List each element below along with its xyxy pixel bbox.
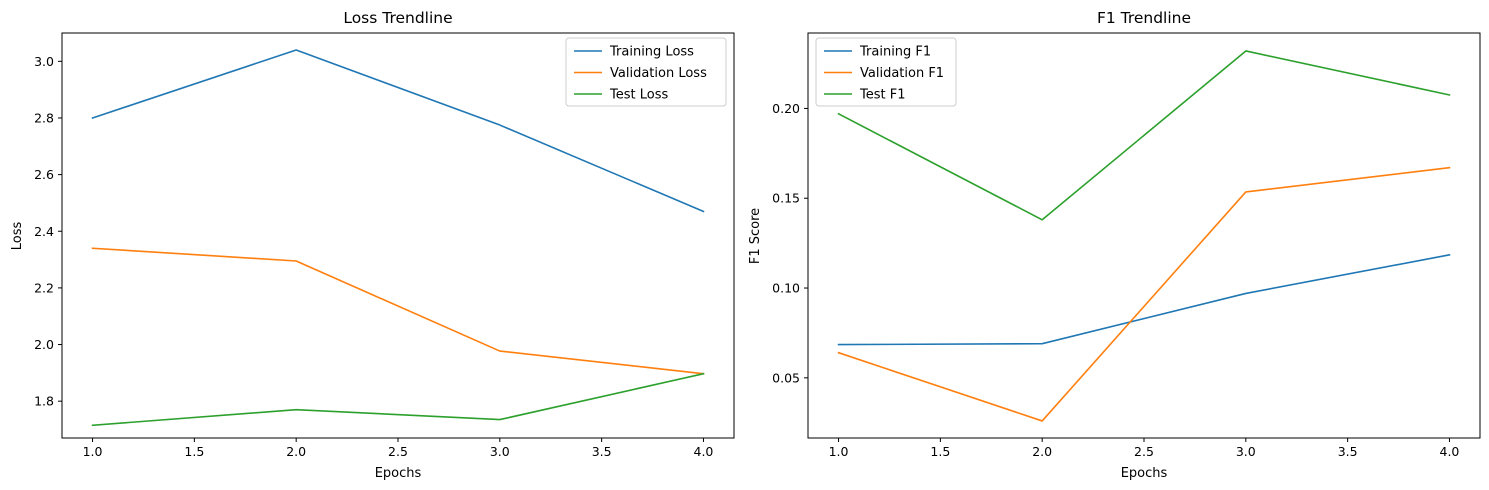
y-tick-label: 0.10 <box>772 281 800 296</box>
chart-title: F1 Trendline <box>1097 9 1191 27</box>
legend-label: Validation F1 <box>860 66 944 81</box>
x-tick-label: 3.5 <box>1338 444 1358 459</box>
y-axis-label: Loss <box>10 222 25 251</box>
axis-ticks: 1.0 1.5 2.0 2.5 3.0 3.5 4.0 0.05 0.10 0.15 0.20 <box>772 101 1459 459</box>
x-tick-label: 3.0 <box>1236 444 1256 459</box>
series-lines <box>91 49 705 427</box>
y-tick-label: 2.4 <box>34 224 54 239</box>
x-tick-label: 2.5 <box>1134 444 1154 459</box>
loss-chart: Loss Trendline Epochs Loss 1.0 1.5 2.0 2.5 3… <box>10 9 735 481</box>
y-tick-label: 1.8 <box>34 394 54 409</box>
y-tick-label: 2.2 <box>34 280 54 295</box>
x-tick-label: 2.0 <box>286 444 306 459</box>
plot-frame <box>61 32 735 439</box>
series-line-test-loss <box>91 372 705 427</box>
x-tick-label: 1.5 <box>930 444 950 459</box>
x-tick-label: 4.0 <box>694 444 714 459</box>
legend: Training Loss Validation Loss Test Loss <box>565 37 727 107</box>
legend-box <box>565 37 727 107</box>
x-axis-label: Epochs <box>375 466 422 481</box>
legend-label: Training F1 <box>859 45 931 60</box>
series-line-test-f1 <box>837 50 1451 221</box>
series-line-validation-loss <box>91 247 705 375</box>
legend-box <box>815 37 957 107</box>
series-line-training-f1 <box>837 253 1451 346</box>
series-line-training-loss <box>91 49 705 213</box>
chart-title: Loss Trendline <box>343 9 452 27</box>
y-tick-label: 2.0 <box>34 337 54 352</box>
y-tick-label: 2.8 <box>34 110 54 125</box>
legend-label: Test Loss <box>609 88 668 103</box>
y-tick-label: 0.15 <box>772 191 800 206</box>
x-tick-label: 2.0 <box>1032 444 1052 459</box>
y-tick-label: 0.05 <box>772 370 800 385</box>
x-axis-label: Epochs <box>1121 466 1168 481</box>
axis-ticks: 1.0 1.5 2.0 2.5 3.0 3.5 4.0 1.8 2.0 2.2 2.4 2.6 2.8 3… <box>34 54 713 459</box>
legend-label: Validation Loss <box>610 66 707 81</box>
x-tick-label: 3.5 <box>592 444 612 459</box>
y-axis-label: F1 Score <box>748 208 763 264</box>
y-tick-label: 0.20 <box>772 101 800 116</box>
y-tick-label: 2.6 <box>34 167 54 182</box>
x-tick-label: 4.0 <box>1440 444 1460 459</box>
series-line-validation-f1 <box>837 166 1451 422</box>
x-tick-label: 2.5 <box>388 444 408 459</box>
series-lines <box>837 50 1451 422</box>
x-tick-label: 1.0 <box>83 444 103 459</box>
legend-label: Training Loss <box>609 45 694 60</box>
legend: Training F1 Validation F1 Test F1 <box>815 37 957 107</box>
legend-label: Test F1 <box>859 88 905 103</box>
f1-chart: F1 Trendline Epochs F1 Score 1.0 1.5 2.0 2.… <box>748 9 1481 481</box>
y-tick-label: 3.0 <box>34 54 54 69</box>
x-tick-label: 1.5 <box>184 444 204 459</box>
plot-frame <box>807 32 1481 439</box>
x-tick-label: 1.0 <box>829 444 849 459</box>
x-tick-label: 3.0 <box>490 444 510 459</box>
